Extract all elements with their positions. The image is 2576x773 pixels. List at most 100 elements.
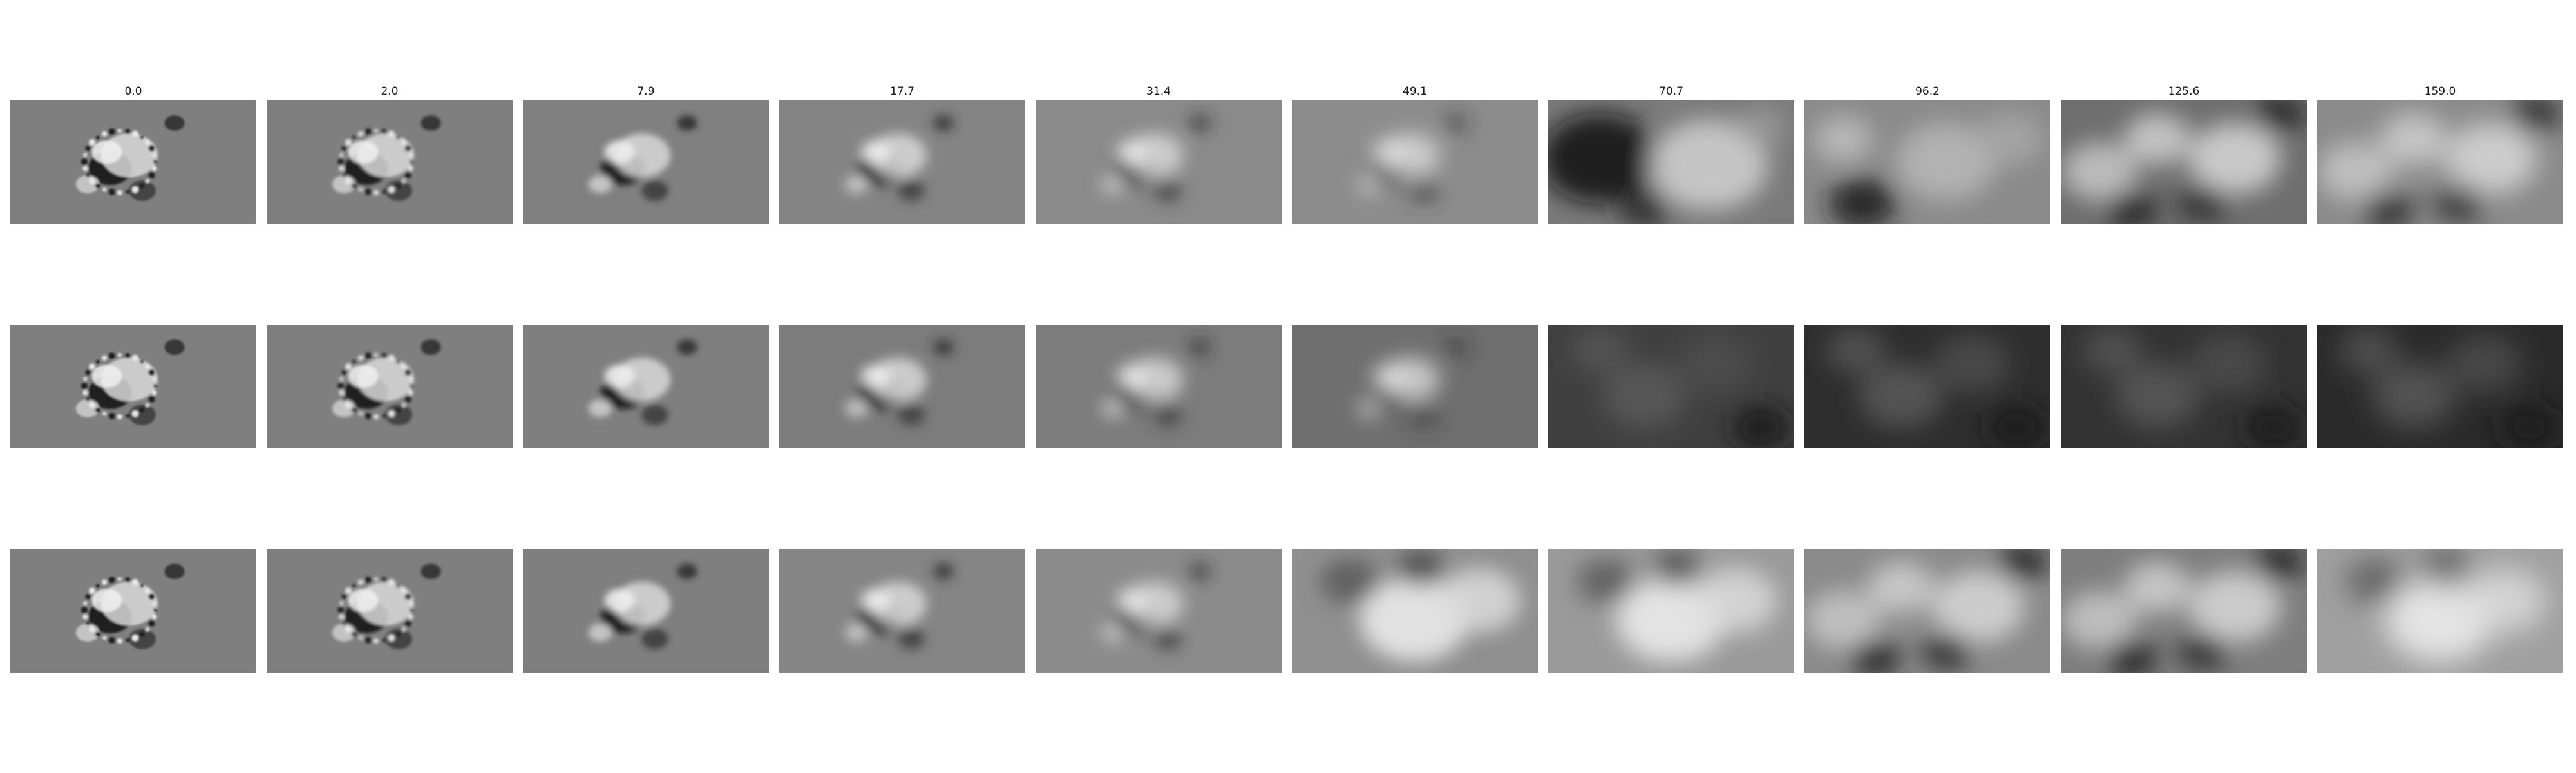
image-panel bbox=[267, 100, 513, 224]
panel-speckle bbox=[117, 190, 122, 195]
panel-blob bbox=[1373, 365, 1404, 388]
image-panel bbox=[2061, 549, 2307, 673]
panel-speckle bbox=[341, 594, 347, 600]
panel-speckle bbox=[408, 377, 413, 381]
panel-speckle bbox=[374, 129, 378, 133]
panel-speckle bbox=[148, 396, 155, 403]
image-panel-graphic bbox=[1292, 325, 1538, 448]
panel-blob bbox=[2190, 334, 2266, 392]
panel-speckle bbox=[146, 403, 150, 407]
panel-blob bbox=[91, 589, 122, 612]
image-panel-graphic bbox=[267, 549, 513, 673]
panel-speckle bbox=[139, 631, 145, 637]
panel-speckle bbox=[359, 636, 363, 640]
panel-speckle bbox=[82, 614, 88, 620]
image-panel-graphic bbox=[2061, 325, 2307, 448]
panel-speckle bbox=[352, 584, 356, 588]
panel-blob bbox=[844, 624, 869, 642]
panel-blob bbox=[1397, 550, 1444, 586]
image-panel bbox=[523, 100, 769, 224]
image-panel bbox=[2317, 325, 2563, 448]
panel-speckle bbox=[351, 183, 357, 189]
image-panel-graphic bbox=[1804, 549, 2050, 673]
panel-blob bbox=[2462, 568, 2546, 633]
panel-speckle bbox=[86, 621, 90, 625]
panel-blob bbox=[933, 339, 954, 355]
panel-speckle bbox=[152, 377, 156, 381]
panel-speckle bbox=[396, 584, 401, 588]
image-panel bbox=[10, 549, 256, 673]
panel-blob bbox=[2511, 100, 2561, 133]
panel-blob bbox=[385, 629, 412, 649]
image-panel bbox=[2317, 100, 2563, 224]
panel-speckle bbox=[83, 377, 88, 381]
panel-speckle bbox=[365, 577, 372, 584]
panel-speckle bbox=[131, 578, 138, 586]
panel-speckle bbox=[108, 412, 115, 419]
panel-blob bbox=[2188, 571, 2281, 642]
panel-blob bbox=[1117, 365, 1148, 388]
image-panel-graphic bbox=[267, 100, 513, 224]
panel-blob bbox=[91, 140, 122, 164]
panel-blob bbox=[844, 399, 869, 417]
panel-blob bbox=[129, 180, 156, 201]
panel-blob bbox=[2339, 328, 2398, 373]
panel-speckle bbox=[108, 128, 115, 135]
image-panel-graphic bbox=[10, 325, 256, 448]
panel-blob bbox=[1998, 549, 2049, 581]
image-panel bbox=[267, 549, 513, 673]
panel-speckle bbox=[339, 377, 344, 381]
image-panel bbox=[1548, 325, 1794, 448]
panel-blob bbox=[588, 624, 612, 642]
panel-speckle bbox=[408, 390, 413, 396]
panel-speckle bbox=[339, 166, 345, 171]
panel-speckle bbox=[131, 635, 138, 642]
panel-speckle bbox=[131, 186, 138, 193]
panel-speckle bbox=[126, 414, 130, 418]
panel-speckle bbox=[81, 158, 88, 165]
image-panel bbox=[1804, 100, 2050, 224]
panel-blob bbox=[1826, 328, 1886, 373]
panel-speckle bbox=[388, 130, 395, 137]
panel-blob bbox=[1548, 113, 1658, 204]
panel-blob bbox=[1620, 191, 1670, 224]
panel-speckle bbox=[388, 578, 395, 586]
panel-speckle bbox=[95, 359, 100, 364]
column-title: 49.1 bbox=[1403, 85, 1427, 98]
panel-speckle bbox=[352, 135, 356, 140]
image-panel bbox=[1036, 549, 1282, 673]
panel-speckle bbox=[102, 355, 108, 361]
column-title: 17.7 bbox=[890, 85, 914, 98]
panel-speckle bbox=[381, 353, 387, 359]
panel-speckle bbox=[81, 607, 88, 613]
panel-blob bbox=[2363, 191, 2413, 224]
panel-speckle bbox=[381, 129, 387, 135]
panel-speckle bbox=[102, 636, 107, 640]
panel-speckle bbox=[374, 638, 379, 644]
panel-speckle bbox=[337, 383, 344, 389]
panel-speckle bbox=[404, 145, 412, 152]
panel-speckle bbox=[82, 390, 88, 396]
column-title: 96.2 bbox=[1915, 85, 1940, 98]
panel-blob bbox=[641, 180, 668, 201]
panel-speckle bbox=[345, 401, 352, 408]
panel-blob bbox=[860, 140, 891, 164]
panel-blob bbox=[2083, 328, 2142, 373]
panel-blob bbox=[1410, 405, 1437, 425]
image-panel-graphic bbox=[1292, 100, 1538, 224]
image-panel bbox=[2061, 100, 2307, 224]
panel-blob bbox=[129, 405, 156, 425]
panel-speckle bbox=[108, 352, 115, 359]
panel-speckle bbox=[139, 183, 145, 189]
panel-blob bbox=[1373, 140, 1404, 164]
panel-speckle bbox=[402, 627, 406, 631]
panel-speckle bbox=[341, 370, 347, 376]
image-panel-graphic bbox=[2317, 325, 2563, 448]
image-panel-graphic bbox=[10, 100, 256, 224]
panel-speckle bbox=[404, 396, 412, 403]
panel-speckle bbox=[151, 390, 157, 396]
panel-blob bbox=[129, 629, 156, 649]
panel-speckle bbox=[374, 353, 378, 357]
panel-speckle bbox=[102, 131, 108, 137]
panel-speckle bbox=[102, 412, 107, 416]
